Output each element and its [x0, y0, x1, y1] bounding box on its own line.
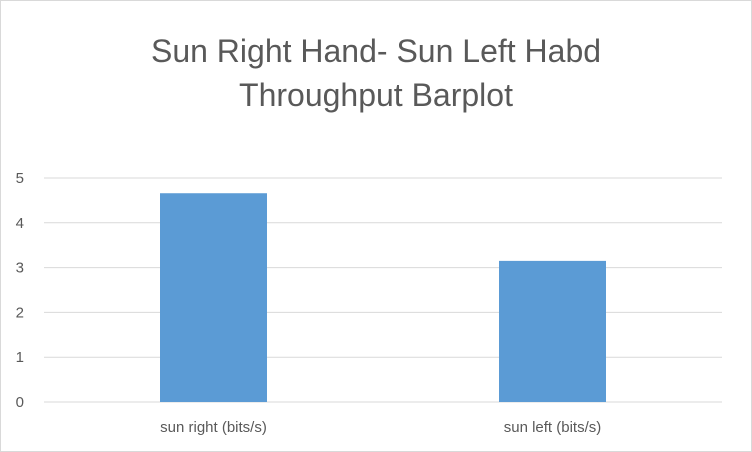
y-tick-label: 2 — [16, 304, 24, 321]
bar-2 — [499, 260, 606, 402]
y-tick-label: 5 — [16, 170, 24, 187]
y-tick-label: 4 — [16, 215, 24, 232]
y-tick-label: 3 — [16, 260, 24, 277]
x-category-label: sun right (bits/s) — [160, 419, 267, 436]
y-tick-label: 0 — [16, 394, 24, 411]
x-category-label: sun left (bits/s) — [504, 419, 602, 436]
chart-title: Sun Right Hand- Sun Left Habd Throughput… — [1, 29, 751, 117]
y-tick-label: 1 — [16, 349, 24, 366]
chart-title-line-1: Sun Right Hand- Sun Left Habd — [150, 33, 602, 69]
chart-title-line-2: Throughput Barplot — [239, 77, 513, 113]
bar-1 — [160, 193, 267, 402]
